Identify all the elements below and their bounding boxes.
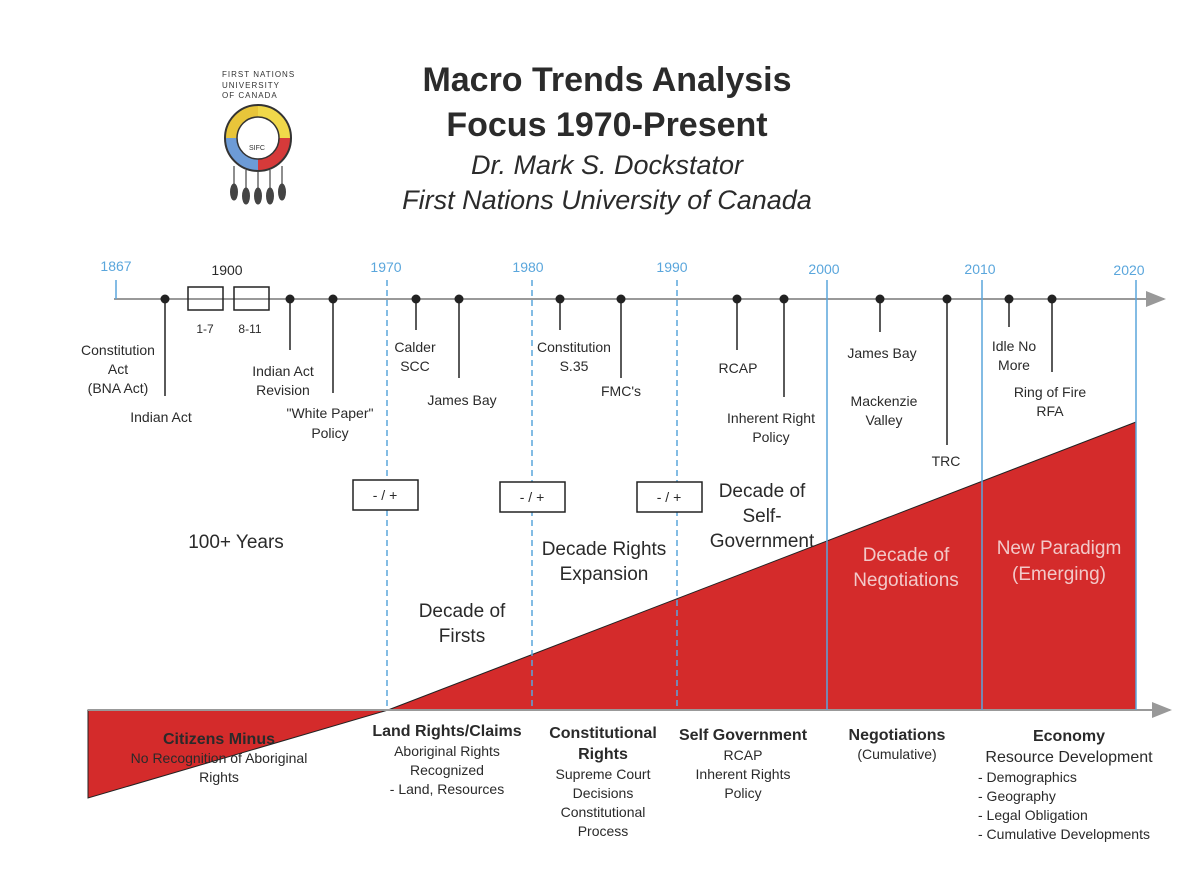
label-rights-expansion-l2: Expansion (560, 564, 649, 585)
phase-self-government-l3: Policy (724, 785, 761, 801)
event-calder-l1: Calder (394, 339, 436, 355)
university-logo: FIRST NATIONS UNIVERSITY OF CANADA SIFC (222, 70, 295, 205)
event-rcap: RCAP (719, 360, 758, 376)
phase-land-rights-l3: - Land, Resources (390, 781, 504, 797)
year-1970: 1970 (370, 259, 401, 275)
phase-economy-title: Economy (1033, 728, 1105, 745)
phase-citizens-minus-title: Citizens Minus (163, 731, 275, 748)
event-constitution-act-l1: Constitution (81, 342, 155, 358)
event-ring-of-fire-l2: RFA (1036, 403, 1064, 419)
event-constitution-act-l3: (BNA Act) (88, 380, 149, 396)
range-box-1-7 (187, 286, 224, 311)
event-inherent-right-l1: Inherent Right (727, 410, 815, 426)
phase-citizens-minus-l1: No Recognition of Aboriginal (131, 750, 308, 766)
transition-label-1980: - / + (520, 489, 545, 505)
label-negotiations-l2: Negotiations (853, 570, 959, 591)
logo-line-2: UNIVERSITY (222, 81, 280, 90)
phase-economy-subtitle: Resource Development (985, 749, 1153, 766)
event-dots (160, 294, 1057, 304)
label-decade-firsts-l2: Firsts (439, 626, 485, 647)
year-2020: 2020 (1113, 262, 1144, 278)
year-1867: 1867 (100, 258, 131, 274)
phase-land-rights-l2: Recognized (410, 762, 484, 778)
year-1990: 1990 (656, 259, 687, 275)
phase-self-government-l1: RCAP (724, 747, 763, 763)
year-labels: 1867 1900 1970 1980 1990 2000 2010 2020 (100, 258, 1144, 278)
event-inherent-right-l2: Policy (752, 429, 789, 445)
label-negotiations-l1: Decade of (863, 545, 950, 566)
phase-negotiations-title: Negotiations (849, 727, 946, 744)
phase-constitutional-l2: Decisions (573, 785, 634, 801)
event-mackenzie-l1: Mackenzie (851, 393, 918, 409)
transition-box-1990 (636, 481, 703, 513)
phase-labels: Citizens Minus No Recognition of Aborigi… (131, 723, 1153, 842)
year-2010: 2010 (964, 261, 995, 277)
transition-box-1980 (499, 481, 566, 513)
phase-self-government-title: Self Government (679, 727, 808, 744)
phase-constitutional-l4: Process (578, 823, 629, 839)
event-idle-no-more-l2: More (998, 357, 1030, 373)
year-1980: 1980 (512, 259, 543, 275)
institution-name: First Nations University of Canada (402, 185, 812, 215)
event-indian-act-revision-l2: Revision (256, 382, 310, 398)
author-name: Dr. Mark S. Dockstator (471, 150, 744, 180)
event-mackenzie-l2: Valley (865, 412, 902, 428)
event-ticks (164, 299, 1053, 445)
event-james-bay-1: James Bay (427, 392, 496, 408)
phase-economy-l2: - Geography (978, 788, 1056, 804)
title-line-2: Focus 1970-Present (446, 106, 767, 144)
phase-land-rights-title: Land Rights/Claims (372, 723, 521, 740)
event-indian-act-revision-l1: Indian Act (252, 363, 314, 379)
label-decade-firsts-l1: Decade of (419, 601, 506, 622)
feathers-icon (230, 166, 286, 205)
phase-self-government-l2: Inherent Rights (696, 766, 791, 782)
event-trc: TRC (932, 453, 961, 469)
event-indian-act: Indian Act (130, 409, 192, 425)
event-constitution-s35-l1: Constitution (537, 339, 611, 355)
label-rights-expansion-l1: Decade Rights (542, 539, 667, 560)
transition-label-1970: - / + (373, 487, 398, 503)
phase-economy-l1: - Demographics (978, 769, 1077, 785)
label-self-gov-l1: Decade of (719, 481, 806, 502)
range-box-8-11 (233, 286, 270, 311)
event-fmcs: FMC's (601, 383, 641, 399)
label-self-gov-l3: Government (710, 531, 815, 552)
year-1900: 1900 (211, 262, 242, 278)
phase-constitutional-l1: Supreme Court (556, 766, 651, 782)
event-constitution-s35-l2: S.35 (560, 358, 589, 374)
event-calder-l2: SCC (400, 358, 430, 374)
event-james-bay-2: James Bay (847, 345, 916, 361)
phase-land-rights-l1: Aboriginal Rights (394, 743, 500, 759)
phase-economy-l3: - Legal Obligation (978, 807, 1088, 823)
logo-seal-text: SIFC (249, 145, 265, 152)
event-white-paper-l2: Policy (311, 425, 348, 441)
logo-line-3: OF CANADA (222, 91, 278, 100)
event-idle-no-more-l1: Idle No (992, 338, 1037, 354)
phase-constitutional-title-l2: Rights (578, 746, 628, 763)
phase-constitutional-l3: Constitutional (561, 804, 646, 820)
transition-label-1990: - / + (657, 489, 682, 505)
label-100-years: 100+ Years (188, 532, 284, 553)
decade-labels: 100+ Years Decade of Firsts Decade Right… (188, 481, 1121, 647)
year-2000: 2000 (808, 261, 839, 277)
event-constitution-act-l2: Act (108, 361, 128, 377)
label-new-paradigm-l2: (Emerging) (1012, 564, 1106, 585)
phase-citizens-minus-l2: Rights (199, 769, 239, 785)
transition-markers: - / + - / + - / + (352, 479, 703, 513)
phase-constitutional-title-l1: Constitutional (549, 725, 657, 742)
title-line-1: Macro Trends Analysis (422, 61, 791, 99)
phase-economy-l4: - Cumulative Developments (978, 826, 1150, 842)
label-new-paradigm-l1: New Paradigm (997, 538, 1122, 559)
event-ring-of-fire-l1: Ring of Fire (1014, 384, 1087, 400)
range-label-8-11: 8-11 (238, 322, 261, 336)
label-self-gov-l2: Self- (742, 506, 781, 527)
logo-line-1: FIRST NATIONS (222, 70, 295, 79)
transition-box-1970 (352, 479, 419, 511)
event-labels: Constitution Act (BNA Act) Indian Act In… (81, 338, 1086, 469)
range-label-1-7: 1-7 (196, 322, 214, 336)
event-white-paper-l1: "White Paper" (287, 405, 374, 421)
medicine-wheel-icon: SIFC (224, 104, 292, 172)
phase-negotiations-l1: (Cumulative) (857, 746, 936, 762)
